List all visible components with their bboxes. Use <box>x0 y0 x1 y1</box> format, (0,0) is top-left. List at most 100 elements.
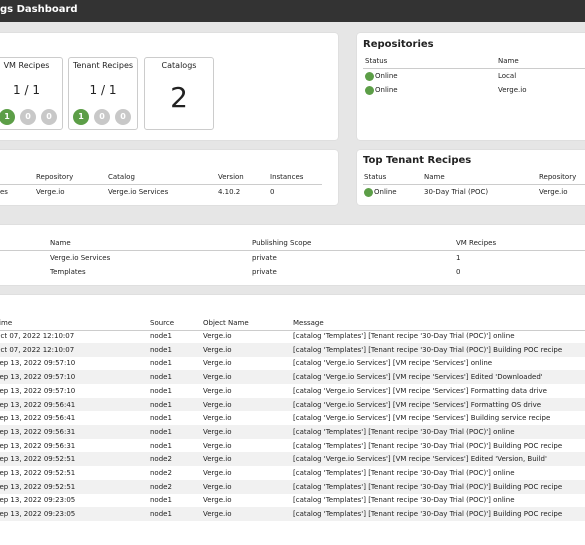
table-cell: Sep 13, 2022 09:56:31 <box>0 441 76 450</box>
table-cell: Verge.io <box>203 400 232 409</box>
column-header: Status <box>365 57 388 65</box>
table-cell: Verge.io <box>203 359 232 368</box>
row-band <box>0 342 585 357</box>
row-band <box>0 397 585 412</box>
summary-box: Catalogs 2 <box>144 57 214 130</box>
table-cell: node1 <box>150 414 172 423</box>
column-header: Source <box>150 319 175 327</box>
table-cell: [catalog 'Templates'] [Tenant recipe '30… <box>293 496 515 505</box>
status-count: 0 <box>94 109 110 125</box>
table-cell: Verge.io <box>203 469 232 477</box>
table-cell: Online <box>374 188 397 196</box>
table-cell: Verge.io <box>203 496 232 505</box>
table-cell: Verge.io Services <box>108 188 169 196</box>
table-cell: Sep 13, 2022 09:23:05 <box>0 496 76 505</box>
table-cell: Sep 13, 2022 09:56:41 <box>0 400 76 409</box>
table-cell: Verge.io <box>203 386 232 395</box>
table-cell: Sep 13, 2022 09:57:10 <box>0 386 76 395</box>
top-tenant-card: Top Tenant Recipes Status Name Repository On… <box>357 150 585 205</box>
summary-label: Tenant Recipes <box>72 61 134 70</box>
table-cell: es <box>0 188 8 196</box>
table-cell: node1 <box>150 345 172 354</box>
table-cell: Sep 13, 2022 09:57:10 <box>0 359 76 368</box>
table-cell: node1 <box>150 332 172 340</box>
table-cell: [catalog 'Verge.io Services'] [VM recipe… <box>293 414 551 423</box>
table-cell: Sep 13, 2022 09:52:51 <box>0 455 76 464</box>
table-cell: Verge.io <box>498 86 527 94</box>
table-cell: node1 <box>150 427 172 436</box>
table-cell: [catalog 'Verge.io Services'] [VM recipe… <box>293 359 493 368</box>
row-band <box>0 370 585 384</box>
summary-ratio: 1 / 1 <box>89 83 117 97</box>
status-count: 0 <box>20 109 36 125</box>
status-count: 1 <box>0 109 15 125</box>
table-cell: 30-Day Trial (POC) <box>424 188 489 196</box>
table-cell: Verge.io <box>539 188 568 196</box>
summary-ratio: 1 / 1 <box>13 83 40 97</box>
table-cell: Sep 13, 2022 09:52:51 <box>0 482 76 491</box>
column-header: Object Name <box>203 319 249 327</box>
table-cell: [catalog 'Verge.io Services'] [VM recipe… <box>293 386 547 395</box>
table-cell: Sep 13, 2022 09:56:41 <box>0 414 76 423</box>
header-divider <box>0 184 322 185</box>
table-cell: node1 <box>150 496 172 505</box>
table-cell: 0 <box>456 267 461 276</box>
row-band <box>0 507 585 521</box>
table-cell: Verge.io <box>203 332 232 340</box>
table-cell: Sep 13, 2022 09:23:05 <box>0 510 76 519</box>
status-dot <box>365 71 374 81</box>
header-divider <box>363 68 585 69</box>
table-cell: [catalog 'Templates'] [Tenant recipe '30… <box>293 469 515 477</box>
table-cell: Verge.io <box>203 373 232 382</box>
column-header: Repository <box>36 173 74 181</box>
table-cell: [catalog 'Verge.io Services'] [VM recipe… <box>293 455 547 464</box>
table-cell: Oct 07, 2022 12:10:07 <box>0 332 75 340</box>
table-cell: node1 <box>150 373 172 382</box>
column-header: Name <box>424 173 445 181</box>
status-count: 0 <box>41 109 57 125</box>
status-dot <box>365 85 374 95</box>
column-header: Publishing Scope <box>252 239 312 247</box>
table-cell: Oct 07, 2022 12:10:07 <box>0 345 75 354</box>
table-cell: Verge.io <box>203 455 232 464</box>
repositories-card: Repositories Status Name Online Local Online V… <box>357 33 585 140</box>
table-cell: [catalog 'Templates'] [Tenant recipe '30… <box>293 510 563 519</box>
column-header: VM Recipes <box>456 239 497 247</box>
table-cell: node1 <box>150 386 172 395</box>
table-cell: Verge.io <box>36 188 65 196</box>
status-dot <box>364 187 373 197</box>
table-cell: Verge.io <box>203 427 232 436</box>
table-cell: [catalog 'Templates'] [Tenant recipe '30… <box>293 441 563 450</box>
table-cell: [catalog 'Verge.io Services'] [VM recipe… <box>293 373 543 382</box>
table-cell: Sep 13, 2022 09:52:51 <box>0 469 76 477</box>
table-cell: Verge.io <box>203 441 232 450</box>
table-cell: 0 <box>270 188 275 196</box>
catalog-count: 2 <box>170 81 188 114</box>
column-header: Catalog <box>108 173 135 181</box>
header-divider <box>363 184 585 185</box>
card-title: Top Tenant Recipes <box>363 155 472 166</box>
row-band <box>0 479 585 494</box>
table-cell: Verge.io <box>203 345 232 354</box>
summary-label: VM Recipes <box>3 61 50 70</box>
column-header: Message <box>293 319 324 327</box>
column-header: Repository <box>539 173 577 181</box>
table-cell: node2 <box>150 469 172 477</box>
column-header: Time <box>0 319 13 327</box>
header-divider <box>0 330 585 331</box>
status-count: 0 <box>115 109 131 125</box>
header-divider <box>0 250 585 251</box>
column-header: Status <box>364 173 387 181</box>
table-cell: 1 <box>456 254 461 262</box>
table-cell: [catalog 'Templates'] [Tenant recipe '30… <box>293 482 563 491</box>
table-cell: Online <box>375 72 398 80</box>
row-band <box>0 425 585 439</box>
column-header: Version <box>218 173 244 181</box>
recipes-card: Repository Catalog Version Instances es Verge… <box>0 150 338 205</box>
table-cell: Verge.io <box>203 414 232 423</box>
table-cell: Online <box>375 86 398 94</box>
header-bar: gs Dashboard <box>0 0 585 22</box>
